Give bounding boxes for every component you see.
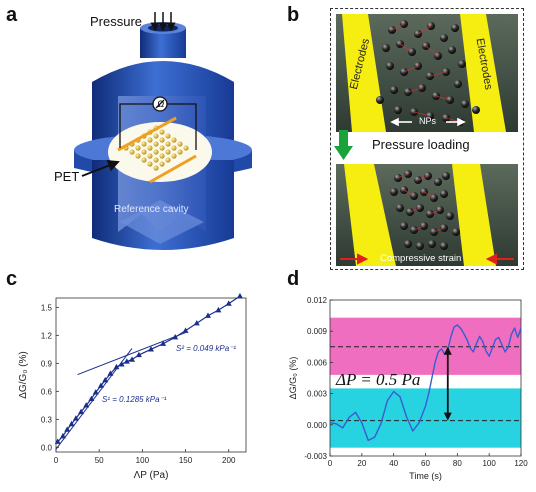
chart-c-point [78, 408, 85, 415]
pressure-loading-label: Pressure loading [372, 137, 470, 152]
chart-d-xtick-label: 100 [482, 459, 496, 468]
chart-d-xtick-label: 60 [421, 459, 430, 468]
panel-b-frame [330, 8, 524, 270]
chart-c-ytick-label: 1.5 [41, 303, 53, 312]
delta-p-annotation: ΔP = 0.5 Pa [336, 370, 421, 389]
ohmmeter-symbol: Ω [158, 99, 165, 109]
pet-membrane [108, 122, 212, 182]
chart-c-point [72, 415, 79, 421]
chart-d-xtick-label: 20 [357, 459, 366, 468]
chart-c-point [59, 432, 66, 439]
chart-d-ytick-label: 0.000 [307, 421, 328, 430]
chart-c-point [83, 402, 90, 408]
chart-c-ytick-label: 0.3 [41, 415, 53, 424]
chart-d-band [330, 388, 521, 448]
chart-c-xlabel: ΛP (Pa) [134, 470, 169, 481]
chart-c-ytick-label: 1.2 [41, 331, 53, 340]
panel-b-letter: b [287, 4, 300, 26]
chart-c-xtick-label: 150 [179, 456, 193, 465]
chart-c-point [172, 334, 179, 340]
chart-c-xtick-label: 200 [222, 456, 236, 465]
chart-d-ytick-label: 0.012 [307, 296, 328, 305]
chart-c-point [54, 438, 61, 444]
chart-c-data-line [57, 295, 241, 443]
chart-c-point [102, 376, 109, 383]
chart-c-point [193, 320, 200, 326]
pet-pointer-arrow [81, 160, 120, 177]
chart-d-xlabel: Time (s) [409, 471, 442, 481]
chart-d-delta-arrow-head-top [443, 346, 452, 355]
chart-c-point [205, 312, 211, 318]
chart-c-point [225, 300, 232, 306]
chart-d-ylabel: ΔG/G₀ (%) [288, 357, 298, 400]
nps-label: NPs [419, 116, 437, 126]
chart-c-ytick-label: 0.9 [41, 359, 53, 368]
measurement-circuit [119, 96, 197, 150]
chart-d-band [330, 317, 521, 375]
pressure-arrows [150, 12, 176, 32]
chart-c-point [113, 363, 120, 370]
chart-d-xtick-label: 0 [328, 459, 333, 468]
chart-c-point [215, 306, 222, 313]
pressure-label: Pressure [90, 14, 143, 29]
chart-c-xtick-label: 0 [54, 456, 59, 465]
chart-c-point [135, 351, 142, 358]
chart-d-xtick-label: 120 [514, 459, 528, 468]
panel-d-letter: d [287, 268, 300, 290]
chart-c-point [160, 340, 167, 346]
chart-c-point [123, 358, 130, 364]
chart-c-point [236, 292, 243, 299]
upper-housing [92, 61, 234, 152]
reference-cavity-label: Reference cavity [114, 204, 189, 215]
pet-label: PET [54, 169, 80, 184]
chart-d-ytick-label: 0.009 [307, 327, 328, 336]
panel-c-letter: c [6, 268, 18, 290]
chart-c-ytick-label: 0.6 [41, 387, 53, 396]
slope2-label: S² = 0.049 kPa⁻¹ [176, 344, 237, 353]
panel-a-letter: a [6, 4, 18, 26]
neck-shape [140, 28, 186, 58]
chart-c-point [182, 327, 189, 333]
chart-d-xtick-label: 40 [389, 459, 398, 468]
chart-c-point [118, 361, 125, 367]
chart-d-xtick-label: 80 [453, 459, 462, 468]
gold-nanoparticle-grid [123, 125, 189, 171]
chart-c-fit-line [77, 332, 186, 375]
chart-c-ytick-label: 0.0 [41, 443, 53, 452]
chart-c-point [64, 426, 71, 432]
chart-c-xtick-label: 50 [95, 456, 104, 465]
chart-c-frame [55, 297, 247, 453]
chart-d-delta-arrow-head-bottom [443, 412, 452, 421]
chart-c-xtick-label: 100 [136, 456, 150, 465]
compressive-strain-label: Compressive strain [380, 253, 462, 264]
chart-d-ytick-label: 0.003 [307, 390, 328, 399]
chart-d-ytick-label: 0.006 [307, 358, 328, 367]
chart-c-ylabel: ΔG/G₀ (%) [18, 351, 29, 399]
chart-c-point [148, 346, 154, 352]
chart-c-point [68, 420, 75, 427]
chart-d-ytick-label: -0.003 [304, 452, 327, 461]
chart-c-point [107, 370, 114, 376]
chart-c-point [129, 356, 135, 362]
chart-c-point [88, 395, 95, 401]
chart-c-point [97, 382, 104, 388]
slope1-label: S¹ = 0.1285 kPa⁻¹ [102, 395, 167, 404]
chart-c-point [92, 389, 99, 395]
neck-top [140, 22, 186, 34]
